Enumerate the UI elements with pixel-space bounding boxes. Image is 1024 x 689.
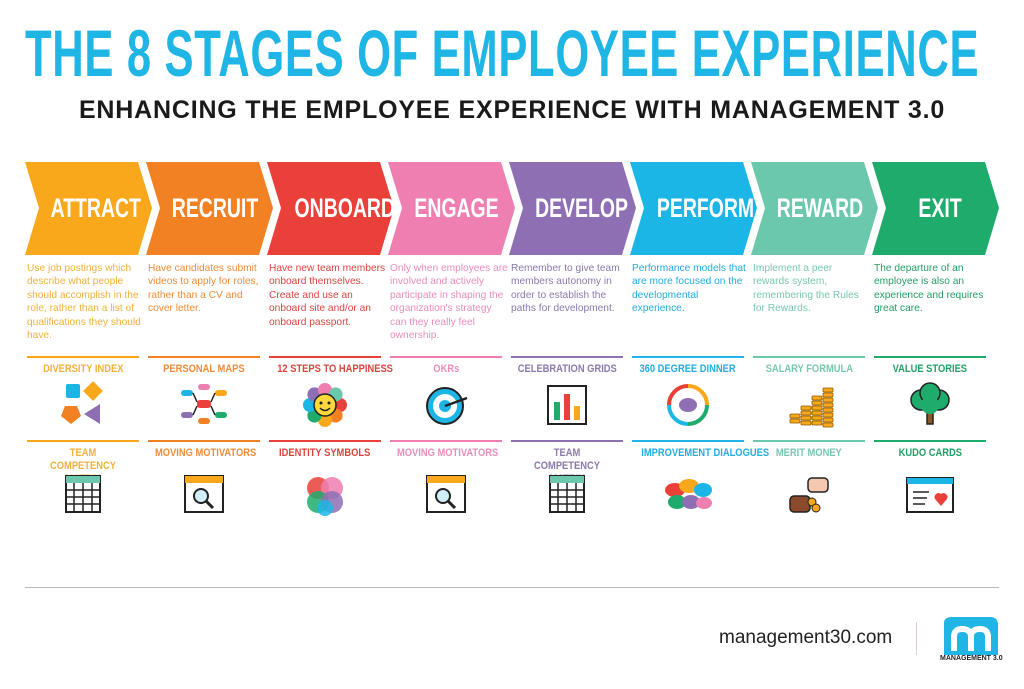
tool-divider xyxy=(269,440,381,442)
tool-label: DIVERSITY INDEX xyxy=(42,363,124,375)
logo-text: MANAGEMENT 3.0 xyxy=(940,655,1003,662)
tool-label: KUDO CARDS xyxy=(898,447,962,459)
page-subtitle: ENHANCING THE EMPLOYEE EXPERIENCE WITH M… xyxy=(78,96,946,124)
celebration-grid-icon xyxy=(542,380,592,430)
tool-divider xyxy=(148,356,260,358)
speech-bubbles-icon xyxy=(663,470,713,520)
stage-description: Use job postings which describe what peo… xyxy=(27,263,141,342)
tool-divider xyxy=(390,440,502,442)
stage-label: DEVELOP xyxy=(535,193,628,223)
heart-card-icon xyxy=(905,470,955,520)
stage-column-attract: ATTRACT Use job postings which describe … xyxy=(25,162,152,542)
stage-arrow: EXIT xyxy=(872,162,1001,255)
tool-divider xyxy=(269,356,381,358)
stage-column-perform: PERFORM Performance models that are more… xyxy=(630,162,770,542)
stage-arrow: PERFORM xyxy=(630,162,759,255)
stage-description: Have new team members onboard themselves… xyxy=(269,263,386,328)
stage-description: Only when employees are involved and act… xyxy=(390,263,508,342)
stage-column-develop: DEVELOP Remember to give team members au… xyxy=(509,162,636,542)
tool-label: 12 STEPS TO HAPPINESS xyxy=(277,363,393,375)
card-magnifier-icon xyxy=(179,470,229,520)
stage-arrow: RECRUIT xyxy=(146,162,275,255)
stage-arrow: ENGAGE xyxy=(388,162,517,255)
cycle-arrows-icon xyxy=(663,380,713,430)
tool-label: IDENTITY SYMBOLS xyxy=(279,447,371,459)
tool-label: OKRs xyxy=(433,363,459,375)
stage-description: Remember to give team members autonomy i… xyxy=(511,263,620,315)
overlapping-circles-icon xyxy=(300,470,350,520)
stage-column-reward: REWARD Implement a peer rewards system, … xyxy=(751,162,878,542)
stage-description: The departure of an employee is also an … xyxy=(874,263,984,315)
tool-divider xyxy=(511,356,623,358)
grid-matrix-icon xyxy=(542,470,592,520)
coin-stacks-icon xyxy=(784,380,834,430)
stage-description: Performance models that are more focused… xyxy=(632,263,746,315)
stage-description: Implement a peer rewards system, remembe… xyxy=(753,263,859,315)
diversity-shapes-icon xyxy=(58,380,108,430)
website-link[interactable]: management30.com xyxy=(719,627,893,648)
tool-divider xyxy=(874,440,986,442)
smiley-flower-icon xyxy=(300,380,350,430)
tool-divider xyxy=(148,440,260,442)
page-title: THE 8 STAGES OF EMPLOYEE EXPERIENCE xyxy=(25,16,980,90)
stage-column-exit: EXIT The departure of an employee is als… xyxy=(872,162,999,542)
tool-label: MOVING MOTIVATORS xyxy=(154,447,257,459)
mind-map-icon xyxy=(179,380,229,430)
stage-column-onboard: ONBOARD Have new team members onboard th… xyxy=(267,162,395,542)
tool-divider xyxy=(632,440,744,442)
tool-divider xyxy=(27,440,139,442)
grid-matrix-icon xyxy=(58,470,108,520)
tool-label: SALARY FORMULA xyxy=(765,363,853,375)
target-icon xyxy=(421,380,471,430)
stage-arrow: ATTRACT xyxy=(25,162,154,255)
stage-label: ONBOARD xyxy=(294,193,395,223)
tool-label: PERSONAL MAPS xyxy=(163,363,245,375)
stage-label: ATTRACT xyxy=(50,193,141,223)
tool-divider xyxy=(511,440,623,442)
stage-arrow: REWARD xyxy=(751,162,880,255)
tool-divider xyxy=(27,356,139,358)
tool-divider xyxy=(753,356,865,358)
tool-label: MOVING MOTIVATORS xyxy=(396,447,499,459)
tool-divider xyxy=(632,356,744,358)
stage-label: REWARD xyxy=(776,193,863,223)
stage-column-recruit: RECRUIT Have candidates submit videos to… xyxy=(146,162,273,542)
card-magnifier-icon xyxy=(421,470,471,520)
stage-label: EXIT xyxy=(918,193,963,223)
management30-logo-icon xyxy=(944,617,998,655)
stage-arrow: ONBOARD xyxy=(267,162,396,255)
tool-label: CELEBRATION GRIDS xyxy=(517,363,617,375)
stage-column-engage: ENGAGE Only when employees are involved … xyxy=(388,162,515,542)
stage-arrow: DEVELOP xyxy=(509,162,638,255)
footer-separator xyxy=(916,622,917,655)
hand-coins-icon xyxy=(784,470,834,520)
stage-label: PERFORM xyxy=(656,193,755,223)
tool-divider xyxy=(874,356,986,358)
tool-label: MERIT MONEY xyxy=(776,447,842,459)
tree-icon xyxy=(905,380,955,430)
tool-divider xyxy=(753,440,865,442)
tool-divider xyxy=(390,356,502,358)
tool-label: VALUE STORIES xyxy=(892,363,968,375)
stage-description: Have candidates submit videos to apply f… xyxy=(148,263,259,315)
tool-label: IMPROVEMENT DIALOGUES xyxy=(641,447,770,459)
footer-divider xyxy=(25,587,999,588)
stage-label: RECRUIT xyxy=(171,193,258,223)
tool-label: 360 DEGREE DINNER xyxy=(639,363,737,375)
stage-label: ENGAGE xyxy=(414,193,499,223)
